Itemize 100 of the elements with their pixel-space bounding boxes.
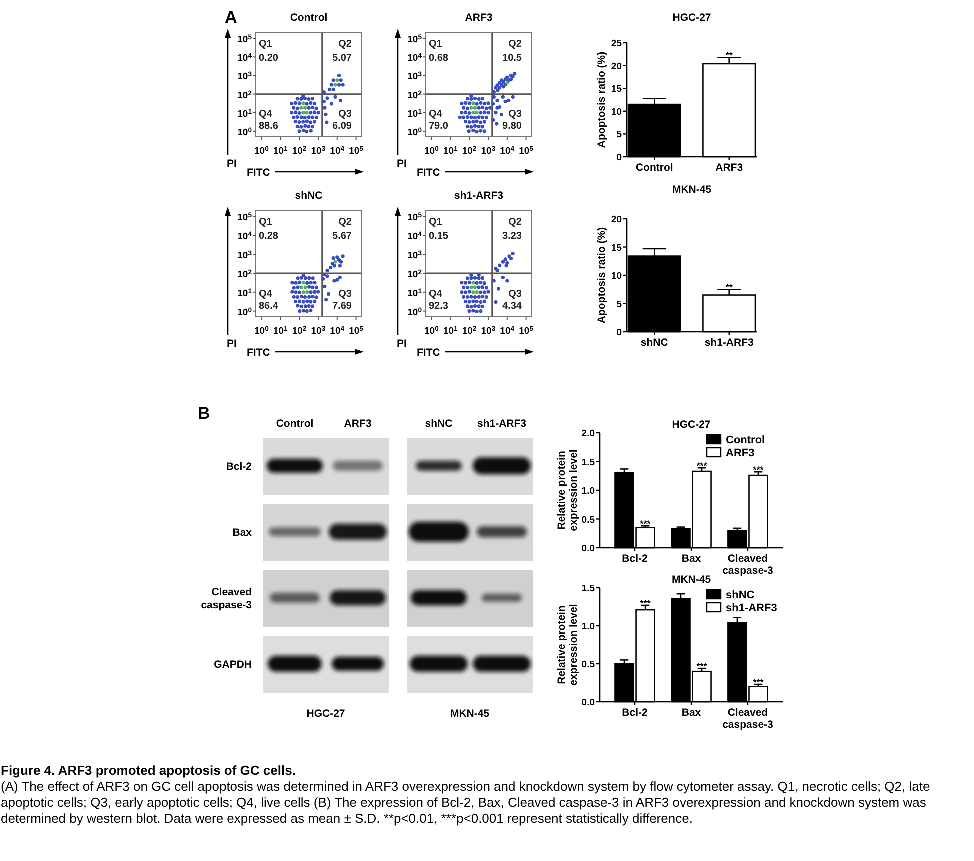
x-tick-label: 10$^{2}$ — [292, 146, 307, 157]
x-tick-label: 10$^{0}$ — [254, 326, 270, 337]
y-tick-label: 15 — [611, 242, 623, 254]
annotation: Q1 — [429, 39, 443, 50]
y-tick-label: 10$^{3}$ — [238, 250, 252, 262]
y-tick-label: 20 — [611, 61, 622, 72]
x-axis-title: FITC — [247, 347, 271, 359]
x-tick-label: 10$^{5}$ — [519, 326, 534, 337]
x-tick-label: 10$^{1}$ — [273, 146, 288, 157]
annotation: ** — [726, 50, 734, 61]
y-tick-label: 10$^{5}$ — [238, 34, 252, 46]
legend-label: shNC — [726, 590, 755, 602]
chart-title: HGC-27 — [672, 12, 712, 24]
chart-title: MKN-45 — [672, 184, 712, 196]
legend-label: ARF3 — [726, 448, 755, 460]
y-axis-title: PI — [227, 338, 238, 350]
x-tick-label: 10$^{2}$ — [462, 326, 477, 337]
y-tick-label: 0 — [616, 328, 622, 338]
annotation: Q4 — [259, 109, 273, 120]
annotation: Q4 — [259, 289, 273, 300]
annotation: 5.67 — [332, 231, 352, 242]
x-tick-label: 10$^{1}$ — [443, 146, 458, 157]
annotation: Q3 — [508, 289, 522, 300]
y-tick-label: 25 — [611, 38, 623, 50]
y-tick-label: 10 — [611, 271, 622, 282]
annotation: ** — [726, 282, 734, 293]
y-tick-label: 10$^{5}$ — [408, 34, 422, 46]
legend-label: Control — [726, 434, 766, 446]
y-tick-label: 10$^{2}$ — [408, 90, 422, 102]
y-tick-label: 1.0 — [582, 622, 595, 632]
x-tick-label: 10$^{1}$ — [443, 326, 458, 337]
x-axis-title: FITC — [247, 167, 271, 179]
y-axis-title: Apoptosis ratio (%) — [596, 227, 608, 324]
chart-title: HGC-27 — [672, 419, 711, 431]
annotation: 0.15 — [429, 231, 449, 242]
annotation: Q2 — [508, 39, 522, 50]
y-tick-label: 10$^{0}$ — [238, 126, 252, 138]
annotation: 4.34 — [502, 301, 522, 312]
annotation: 86.4 — [259, 301, 279, 312]
y-tick-label: 10$^{4}$ — [408, 52, 422, 64]
text: HGC-27 — [306, 708, 346, 720]
annotation: 0.68 — [429, 53, 449, 64]
annotation: Q2 — [338, 217, 352, 228]
annotation: 88.6 — [259, 121, 279, 132]
category-label: sh1-ARF3 — [477, 418, 527, 430]
annotation: *** — [753, 465, 764, 476]
x-tick-label: 10$^{3}$ — [481, 326, 496, 337]
text: Bcl-2 — [226, 461, 252, 473]
x-tick-label: 10$^{1}$ — [273, 326, 288, 337]
y-tick-label: 10$^{1}$ — [238, 108, 252, 120]
x-tick-label: Cleaved caspase-3 — [722, 553, 774, 577]
x-axis-title: FITC — [417, 167, 441, 179]
legend-label: sh1-ARF3 — [726, 602, 778, 614]
x-tick-label: 10$^{5}$ — [349, 326, 364, 337]
chart-title: MKN-45 — [672, 574, 712, 586]
annotation: Q2 — [338, 39, 352, 50]
x-tick-label: 10$^{5}$ — [349, 146, 364, 157]
y-tick-label: 2.0 — [582, 428, 595, 440]
y-tick-label: 1.5 — [582, 584, 596, 594]
x-tick-label: Bcl-2 — [622, 553, 648, 565]
x-tick-label: 10$^{0}$ — [254, 146, 270, 157]
text: Bax — [232, 527, 252, 539]
y-axis-title: Apoptosis ratio (%) — [596, 52, 608, 148]
annotation: Q4 — [429, 109, 443, 120]
x-tick-label: Bcl-2 — [622, 707, 648, 719]
y-tick-label: 10$^{0}$ — [408, 126, 422, 138]
annotation: 7.69 — [332, 301, 352, 312]
y-tick-label: 0.5 — [582, 660, 596, 670]
category-label: ARF3 — [344, 418, 372, 430]
text: B — [198, 404, 210, 423]
x-tick-label: 10$^{4}$ — [500, 326, 515, 337]
y-tick-label: 10$^{2}$ — [408, 268, 422, 280]
chart-title: sh1-ARF3 — [454, 190, 504, 202]
y-axis-title: PI — [397, 338, 408, 350]
annotation: 0.28 — [259, 231, 279, 242]
annotation: 3.23 — [502, 231, 522, 242]
x-axis-title: FITC — [417, 347, 441, 359]
annotation: Q1 — [429, 217, 443, 228]
x-tick-label: 10$^{4}$ — [330, 146, 345, 157]
x-tick-label: 10$^{3}$ — [481, 146, 496, 157]
annotation: 79.0 — [429, 121, 449, 132]
text: A — [225, 8, 238, 27]
chart-title: Control — [290, 12, 328, 24]
annotation: 10.5 — [502, 53, 522, 64]
annotation: *** — [753, 678, 764, 688]
x-tick-label: 10$^{3}$ — [311, 146, 326, 157]
y-tick-label: 1.0 — [582, 486, 595, 497]
annotation: Q1 — [259, 217, 273, 228]
text: Figure 4. ARF3 promoted apoptosis of GC cells. — [1, 763, 296, 778]
y-tick-label: 10$^{4}$ — [238, 231, 252, 243]
annotation: *** — [640, 519, 652, 530]
annotation: 6.09 — [332, 121, 352, 132]
y-tick-label: 0.0 — [582, 544, 595, 554]
y-tick-label: 15 — [611, 84, 623, 96]
x-tick-label: Cleaved caspase-3 — [722, 707, 774, 731]
y-tick-label: 10$^{4}$ — [408, 231, 422, 243]
chart-title: shNC — [295, 190, 324, 202]
y-tick-label: 10 — [611, 106, 622, 118]
y-axis-title: PI — [397, 158, 408, 170]
text: (A) The effect of ARF3 on GC cell apoptosis was determined in ARF3 overexpression and knockdown system by flow cytometer assay. Q1, necrotic cells; Q2, late apoptotic cells; Q3, early apoptotic cells; Q4, live cells (B) The expression of Bcl-2, Bax, Cleaved caspase-3 in ARF3 overexpression and knockdown system was determined by western blot. Data were expressed as mean ± S.D. **p<0.01, ***p<0.001 represent statistically difference. — [1, 779, 930, 826]
